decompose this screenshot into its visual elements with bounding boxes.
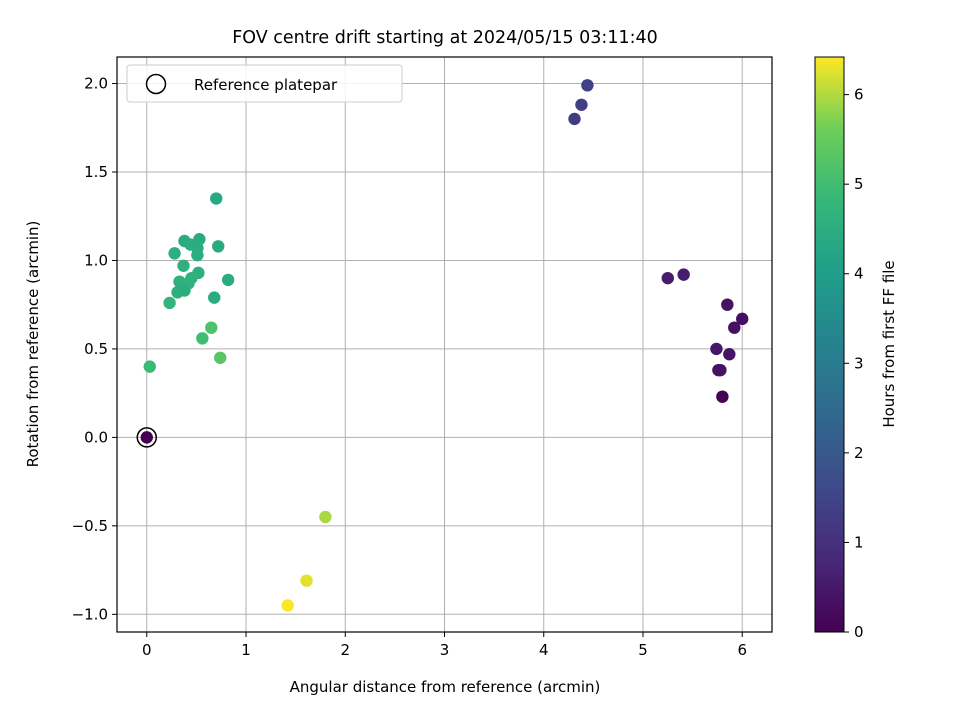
colorbar-tick-label: 1: [854, 533, 864, 551]
colorbar-tick-label: 3: [854, 354, 864, 372]
data-point: [677, 268, 690, 281]
reference-platepar-marker: [136, 427, 158, 448]
y-tick-label: 0.0: [84, 428, 108, 446]
y-axis-ticks: −1.0 −0.5 0.0 0.5 1.0 1.5 2.0: [72, 75, 117, 623]
data-point: [716, 390, 729, 403]
legend: Reference platepar: [126, 64, 403, 103]
data-point: [736, 312, 749, 326]
y-tick-label: 0.5: [84, 340, 108, 358]
data-point: [168, 247, 181, 260]
data-point: [721, 298, 734, 311]
data-point: [208, 291, 221, 304]
data-point: [143, 360, 156, 373]
data-point: [319, 510, 332, 524]
colorbar-tick-label: 6: [854, 86, 864, 104]
chart-title: FOV centre drift starting at 2024/05/15 …: [232, 28, 658, 48]
colorbar-gradient: [814, 56, 845, 633]
data-point: [214, 351, 227, 364]
x-tick-label: 6: [737, 641, 747, 659]
data-point: [710, 342, 723, 356]
data-point: [723, 348, 736, 361]
colorbar: 0 1 2 3 4 5 6 Hours from first FF file: [814, 56, 898, 641]
x-axis-ticks: 0 1 2 3 4 5 6: [142, 632, 747, 659]
x-tick-label: 2: [340, 641, 350, 659]
legend-marker-icon: [145, 73, 167, 95]
y-tick-label: 2.0: [84, 75, 108, 93]
data-point: [210, 192, 223, 205]
scatter-points: [140, 79, 749, 612]
colorbar-ticks: 0 1 2 3 4 5 6: [844, 86, 864, 641]
data-point: [178, 284, 191, 297]
y-tick-label: −0.5: [72, 517, 108, 535]
data-point: [661, 271, 674, 285]
data-point: [568, 112, 581, 126]
grid: [117, 57, 772, 632]
colorbar-tick-label: 0: [854, 623, 864, 641]
colorbar-label: Hours from first FF file: [880, 260, 898, 427]
x-tick-label: 3: [440, 641, 450, 659]
data-point: [728, 321, 741, 334]
legend-label: Reference platepar: [194, 76, 338, 94]
colorbar-tick-label: 2: [854, 444, 864, 462]
data-point: [221, 273, 235, 287]
y-tick-label: 1.5: [84, 163, 108, 181]
x-tick-label: 4: [539, 641, 549, 659]
legend-box: [126, 64, 403, 103]
colorbar-tick-label: 5: [854, 175, 864, 193]
data-point: [714, 363, 727, 377]
colorbar-tick-label: 4: [854, 265, 864, 283]
data-point: [212, 240, 225, 253]
x-tick-label: 0: [142, 641, 152, 659]
data-point: [177, 259, 190, 272]
data-point: [191, 248, 204, 262]
data-point: [196, 332, 209, 345]
y-tick-label: 1.0: [84, 251, 108, 269]
x-axis-label: Angular distance from reference (arcmin): [290, 678, 601, 696]
x-tick-label: 1: [241, 641, 251, 659]
y-tick-label: −1.0: [72, 605, 108, 623]
data-point: [575, 98, 588, 111]
data-point: [581, 79, 594, 92]
data-point: [163, 296, 176, 310]
data-point: [140, 431, 153, 444]
data-point: [205, 321, 218, 334]
data-point: [281, 599, 294, 612]
data-point: [300, 574, 313, 587]
x-tick-label: 5: [638, 641, 648, 659]
y-axis-label: Rotation from reference (arcmin): [24, 221, 42, 468]
